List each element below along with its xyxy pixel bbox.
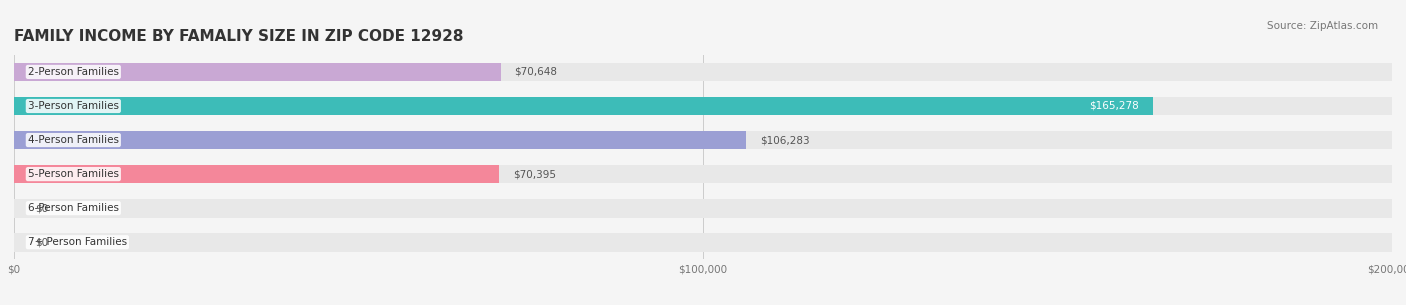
Text: 3-Person Families: 3-Person Families (28, 101, 120, 111)
Bar (14, 63, 501, 81)
Text: 2-Person Families: 2-Person Families (28, 67, 120, 77)
Text: 4-Person Families: 4-Person Families (28, 135, 120, 145)
Text: 5-Person Families: 5-Person Families (28, 169, 120, 179)
Bar (14, 199, 1392, 217)
Text: $70,395: $70,395 (513, 169, 555, 179)
Bar (14, 97, 1392, 115)
Text: $0: $0 (35, 203, 48, 213)
Text: 6-Person Families: 6-Person Families (28, 203, 120, 213)
Text: FAMILY INCOME BY FAMALIY SIZE IN ZIP CODE 12928: FAMILY INCOME BY FAMALIY SIZE IN ZIP COD… (14, 29, 464, 44)
Bar (14, 131, 1392, 149)
Text: $165,278: $165,278 (1090, 101, 1139, 111)
Bar (14, 97, 1153, 115)
Text: 7+ Person Families: 7+ Person Families (28, 237, 127, 247)
Bar (14, 131, 747, 149)
Bar (14, 233, 1392, 252)
Text: $70,648: $70,648 (515, 67, 558, 77)
Bar (14, 63, 1392, 81)
Text: Source: ZipAtlas.com: Source: ZipAtlas.com (1267, 21, 1378, 31)
Text: $0: $0 (35, 237, 48, 247)
Bar (14, 165, 499, 184)
Bar (14, 165, 1392, 184)
Text: $106,283: $106,283 (761, 135, 810, 145)
